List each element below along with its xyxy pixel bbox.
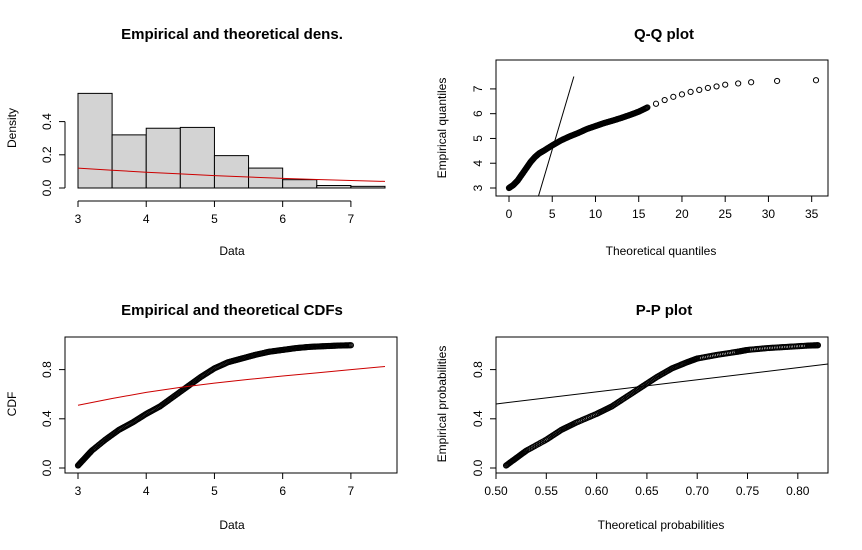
y-tick-label: 7 xyxy=(471,85,485,92)
plot-frame xyxy=(64,336,398,474)
qq-point xyxy=(773,77,781,85)
qq-point xyxy=(644,104,651,111)
x-tick-label: 35 xyxy=(805,207,819,221)
y-tick-label: 0.2 xyxy=(40,146,54,163)
y-tick-label: 3 xyxy=(471,184,485,191)
y-tick-label: 6 xyxy=(471,110,485,117)
y-tick-label: 0.8 xyxy=(40,361,54,378)
theoretical-density-curve xyxy=(77,167,386,182)
x-tick-label: 10 xyxy=(589,207,603,221)
x-tick-label: 0.60 xyxy=(585,484,609,498)
qq-point xyxy=(687,88,694,95)
qq-point xyxy=(661,96,668,104)
qq-point xyxy=(713,83,720,90)
x-tick-label: 3 xyxy=(75,212,82,226)
x-tick-label: 0.80 xyxy=(786,484,810,498)
y-tick-label: 0.4 xyxy=(40,410,54,427)
x-tick-label: 3 xyxy=(75,484,82,498)
y-axis-label: Empirical quantiles xyxy=(435,78,449,179)
histogram-bar xyxy=(179,126,215,189)
y-tick-label: 0.4 xyxy=(40,113,54,130)
x-axis-label: Data xyxy=(219,244,245,258)
x-tick-label: 0.55 xyxy=(535,484,559,498)
plot-frame xyxy=(495,59,829,197)
histogram-bar xyxy=(111,134,147,189)
qq-point xyxy=(696,86,703,94)
ecdf-point xyxy=(347,342,354,349)
chart-title: Q-Q plot xyxy=(634,26,694,43)
cdf-panel: Empirical and theoretical CDFs Data CDF … xyxy=(5,302,398,532)
x-axis-label: Data xyxy=(219,518,245,532)
qq-point xyxy=(652,100,660,107)
histogram-bar xyxy=(282,179,318,189)
qq-point xyxy=(735,80,742,87)
pp-point xyxy=(814,342,822,349)
chart-title: Empirical and theoretical CDFs xyxy=(121,302,343,319)
x-tick-label: 5 xyxy=(211,484,218,498)
x-tick-label: 0.70 xyxy=(686,484,710,498)
y-tick-label: 0.0 xyxy=(40,459,54,476)
x-tick-label: 6 xyxy=(279,484,286,498)
x-tick-label: 0.50 xyxy=(484,484,508,498)
y-axis-label: Empirical probabilities xyxy=(435,346,449,463)
qq-point xyxy=(678,91,686,98)
y-tick-label: 4 xyxy=(471,160,485,167)
y-axis-label: CDF xyxy=(5,392,19,417)
y-tick-label: 0.8 xyxy=(471,361,485,378)
y-tick-label: 0.4 xyxy=(471,410,485,427)
chart-title: P-P plot xyxy=(636,302,692,319)
x-tick-label: 20 xyxy=(675,207,689,221)
x-tick-label: 4 xyxy=(143,484,150,498)
x-tick-label: 30 xyxy=(762,207,776,221)
x-tick-label: 15 xyxy=(632,207,646,221)
x-tick-label: 6 xyxy=(279,212,286,226)
histogram-bar xyxy=(350,185,386,189)
x-tick-label: 0.75 xyxy=(736,484,760,498)
y-tick-label: 0.0 xyxy=(40,179,54,196)
x-axis-label: Theoretical quantiles xyxy=(606,244,717,258)
histogram-bar xyxy=(316,185,352,189)
x-tick-label: 4 xyxy=(143,212,150,226)
pp-reference-line xyxy=(495,363,829,405)
qq-point xyxy=(722,81,729,88)
density-panel: Empirical and theoretical dens. Data Den… xyxy=(5,26,386,258)
y-tick-label: 0.0 xyxy=(471,459,485,476)
qq-point xyxy=(748,79,755,86)
x-tick-label: 7 xyxy=(348,212,355,226)
x-axis-label: Theoretical probabilities xyxy=(598,518,725,532)
histogram-bar xyxy=(77,92,113,189)
plot-frame xyxy=(495,336,829,474)
y-tick-label: 5 xyxy=(471,135,485,142)
x-tick-label: 25 xyxy=(719,207,733,221)
x-tick-label: 5 xyxy=(211,212,218,226)
x-tick-label: 0.65 xyxy=(635,484,659,498)
chart-title: Empirical and theoretical dens. xyxy=(121,26,343,43)
qq-point xyxy=(704,84,712,92)
x-tick-label: 5 xyxy=(549,207,556,221)
y-axis-label: Density xyxy=(5,108,19,148)
qq-point xyxy=(812,77,820,84)
histogram-bar xyxy=(213,155,250,189)
qq-point xyxy=(670,93,677,100)
theoretical-cdf-curve xyxy=(77,366,386,406)
x-tick-label: 0 xyxy=(506,207,513,221)
x-tick-label: 7 xyxy=(348,484,355,498)
qq-panel: Q-Q plot Theoretical quantiles Empirical… xyxy=(435,26,829,258)
histogram-bar xyxy=(145,127,181,189)
pp-panel: P-P plot Theoretical probabilities Empir… xyxy=(435,302,829,532)
